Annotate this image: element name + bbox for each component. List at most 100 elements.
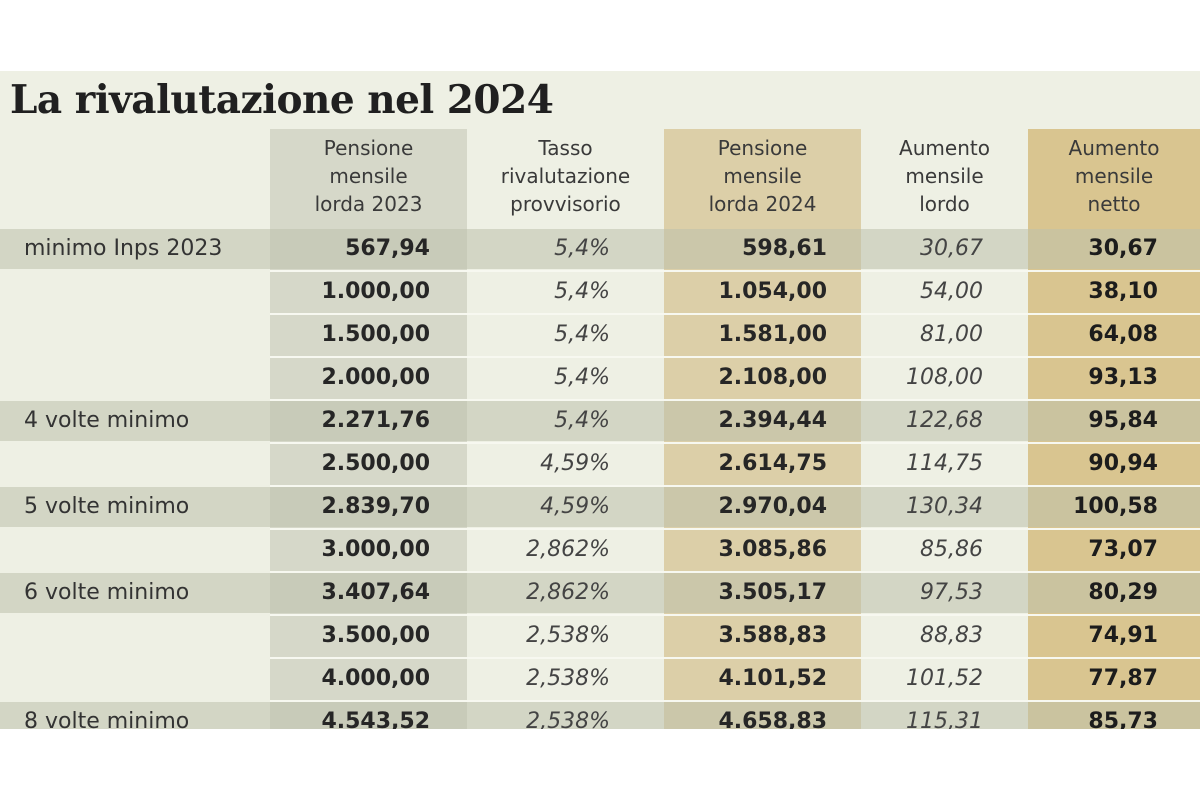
- table-row: 5 volte minimo 2.839,70 4,59% 2.970,04 130,3…: [0, 487, 1200, 527]
- row-divider: [270, 700, 1200, 702]
- cell-lorda-2024: 4.658,83: [718, 709, 827, 729]
- cell-aumento-lordo: 122,68: [906, 408, 983, 433]
- cell-lorda-2023: 4.543,52: [321, 709, 430, 729]
- cell-lorda-2024: 598,61: [742, 236, 827, 261]
- cell-lorda-2023: 1.000,00: [321, 279, 430, 304]
- infographic-table: La rivalutazione nel 2024 Pensione mensi…: [0, 71, 1200, 729]
- cell-lorda-2023: 1.500,00: [321, 322, 430, 347]
- cell-lorda-2024: 2.614,75: [718, 451, 827, 476]
- cell-aumento-netto: 64,08: [1088, 322, 1158, 347]
- cell-aumento-netto: 100,58: [1073, 494, 1158, 519]
- cell-lorda-2023: 4.000,00: [321, 666, 430, 691]
- row-divider: [270, 356, 1200, 358]
- row-divider: [270, 528, 1200, 530]
- row-label: [24, 530, 264, 570]
- cell-aumento-lordo: 30,67: [920, 236, 983, 261]
- table-title: La rivalutazione nel 2024: [10, 77, 554, 123]
- cell-lorda-2024: 4.101,52: [718, 666, 827, 691]
- cell-lorda-2024: 2.394,44: [718, 408, 827, 433]
- cell-lorda-2023: 2.271,76: [321, 408, 430, 433]
- cell-lorda-2024: 1.054,00: [718, 279, 827, 304]
- cell-lorda-2024: 3.588,83: [718, 623, 827, 648]
- table-row: 1.000,00 5,4% 1.054,00 54,00 38,10: [0, 272, 1200, 312]
- cell-aumento-lordo: 85,86: [920, 537, 983, 562]
- cell-lorda-2023: 2.000,00: [321, 365, 430, 390]
- column-header-lorda-2024: Pensione mensile lorda 2024: [708, 136, 817, 216]
- cell-tasso: 5,4%: [554, 365, 610, 390]
- row-divider: [270, 614, 1200, 616]
- cell-lorda-2023: 3.407,64: [321, 580, 430, 605]
- cell-lorda-2024: 2.108,00: [718, 365, 827, 390]
- row-label: 8 volte minimo: [24, 709, 190, 729]
- cell-tasso: 5,4%: [554, 236, 610, 261]
- cell-lorda-2023: 3.000,00: [321, 537, 430, 562]
- table-row: minimo Inps 2023 567,94 5,4% 598,61 30,67 30,…: [0, 229, 1200, 269]
- row-label: 5 volte minimo: [24, 494, 190, 519]
- cell-lorda-2024: 2.970,04: [718, 494, 827, 519]
- table-row: 3.500,00 2,538% 3.588,83 88,83 74,91: [0, 616, 1200, 656]
- cell-tasso: 2,538%: [526, 623, 610, 648]
- cell-aumento-lordo: 101,52: [906, 666, 983, 691]
- row-label: [24, 272, 264, 312]
- row-label: 6 volte minimo: [24, 580, 190, 605]
- row-label: [24, 315, 264, 355]
- cell-lorda-2023: 3.500,00: [321, 623, 430, 648]
- row-label: [24, 659, 264, 699]
- cell-tasso: 2,862%: [526, 537, 610, 562]
- cell-aumento-lordo: 88,83: [920, 623, 983, 648]
- table-row: 4 volte minimo 2.271,76 5,4% 2.394,44 122,68…: [0, 401, 1200, 441]
- row-label: minimo Inps 2023: [24, 236, 223, 261]
- row-divider: [270, 485, 1200, 487]
- cell-aumento-lordo: 114,75: [906, 451, 983, 476]
- cell-aumento-lordo: 115,31: [906, 709, 983, 729]
- table-row: 2.500,00 4,59% 2.614,75 114,75 90,94: [0, 444, 1200, 484]
- cell-tasso: 2,538%: [526, 666, 610, 691]
- table-row: 6 volte minimo 3.407,64 2,862% 3.505,17 97,5…: [0, 573, 1200, 613]
- cell-aumento-lordo: 130,34: [906, 494, 983, 519]
- cell-tasso: 4,59%: [540, 451, 610, 476]
- row-divider: [270, 270, 1200, 272]
- column-header-aumento-lordo: Aumento mensile lordo: [899, 136, 990, 216]
- cell-aumento-netto: 38,10: [1088, 279, 1158, 304]
- cell-aumento-netto: 93,13: [1088, 365, 1158, 390]
- row-divider: [270, 313, 1200, 315]
- cell-aumento-lordo: 81,00: [920, 322, 983, 347]
- table-row: 3.000,00 2,862% 3.085,86 85,86 73,07: [0, 530, 1200, 570]
- cell-tasso: 2,538%: [526, 709, 610, 729]
- column-header-tasso: Tasso rivalutazione provvisorio: [500, 136, 631, 216]
- row-label: 4 volte minimo: [24, 408, 190, 433]
- table-row: 8 volte minimo 4.543,52 2,538% 4.658,83 115,…: [0, 702, 1200, 729]
- cell-lorda-2024: 1.581,00: [718, 322, 827, 347]
- column-header-lorda-2023: Pensione mensile lorda 2023: [314, 136, 423, 216]
- cell-lorda-2023: 567,94: [345, 236, 430, 261]
- cell-aumento-netto: 85,73: [1088, 709, 1158, 729]
- cell-tasso: 4,59%: [540, 494, 610, 519]
- cell-aumento-netto: 30,67: [1088, 236, 1158, 261]
- cell-tasso: 5,4%: [554, 408, 610, 433]
- row-label: [24, 616, 264, 656]
- table-row: 4.000,00 2,538% 4.101,52 101,52 77,87: [0, 659, 1200, 699]
- cell-aumento-lordo: 108,00: [906, 365, 983, 390]
- cell-tasso: 5,4%: [554, 279, 610, 304]
- cell-lorda-2024: 3.505,17: [718, 580, 827, 605]
- cell-aumento-netto: 95,84: [1088, 408, 1158, 433]
- row-label: [24, 358, 264, 398]
- row-label: [24, 444, 264, 484]
- row-divider: [270, 442, 1200, 444]
- cell-aumento-netto: 90,94: [1088, 451, 1158, 476]
- row-divider: [270, 399, 1200, 401]
- cell-tasso: 2,862%: [526, 580, 610, 605]
- cell-aumento-netto: 74,91: [1088, 623, 1158, 648]
- cell-lorda-2023: 2.500,00: [321, 451, 430, 476]
- row-divider: [270, 571, 1200, 573]
- cell-aumento-lordo: 97,53: [920, 580, 983, 605]
- table-row: 1.500,00 5,4% 1.581,00 81,00 64,08: [0, 315, 1200, 355]
- cell-lorda-2023: 2.839,70: [321, 494, 430, 519]
- column-header-aumento-netto: Aumento mensile netto: [1068, 136, 1160, 216]
- row-divider: [270, 657, 1200, 659]
- table-row: 2.000,00 5,4% 2.108,00 108,00 93,13: [0, 358, 1200, 398]
- cell-aumento-netto: 80,29: [1088, 580, 1158, 605]
- cell-aumento-lordo: 54,00: [920, 279, 983, 304]
- cell-aumento-netto: 73,07: [1088, 537, 1158, 562]
- cell-lorda-2024: 3.085,86: [718, 537, 827, 562]
